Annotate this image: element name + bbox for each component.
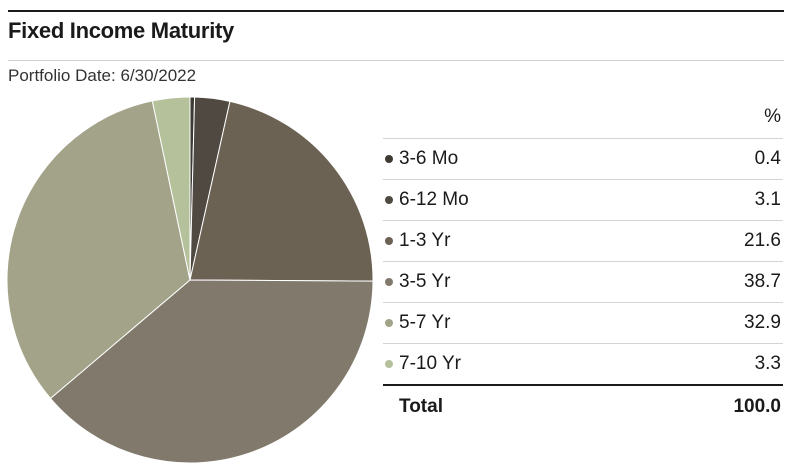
legend-row: 7-10 Yr 3.3 <box>383 343 783 384</box>
legend-dot <box>385 196 393 204</box>
legend-value: 38.7 <box>744 271 781 292</box>
pie-slice <box>189 100 374 282</box>
legend-label: 3-6 Mo <box>399 148 459 169</box>
legend-dot <box>385 319 393 327</box>
legend-row: 5-7 Yr 32.9 <box>383 302 783 343</box>
pie-slice <box>49 279 374 464</box>
legend-value: 21.6 <box>744 230 781 251</box>
chart-title: Fixed Income Maturity <box>8 18 234 43</box>
legend-row: 3-6 Mo 0.4 <box>383 138 783 179</box>
legend-value: 3.1 <box>754 189 781 210</box>
legend-rows: 3-6 Mo 0.4 6-12 Mo 3.1 1-3 Yr 21.6 3-5 Yr 38.7 5… <box>383 138 783 384</box>
legend-value: 3.3 <box>754 353 781 374</box>
legend-value: 0.4 <box>754 148 781 169</box>
portfolio-date: Portfolio Date: 6/30/2022 <box>8 66 197 85</box>
legend-total-row: Total 100.0 <box>383 384 783 428</box>
legend-dot <box>385 155 393 163</box>
pie-chart <box>6 96 374 464</box>
legend-header: % <box>383 96 783 138</box>
legend-label: 6-12 Mo <box>399 189 469 210</box>
legend-value: 32.9 <box>744 312 781 333</box>
legend-table: % 3-6 Mo 0.4 6-12 Mo 3.1 1-3 Yr 21.6 3-5 Yr 38.… <box>383 96 783 428</box>
legend-label: 3-5 Yr <box>399 271 451 292</box>
legend-label: 5-7 Yr <box>399 312 451 333</box>
legend-label: 7-10 Yr <box>399 353 461 374</box>
pie-slice <box>6 100 191 400</box>
pie-slice <box>151 96 191 281</box>
unit-header: % <box>764 106 781 127</box>
legend-dot <box>385 237 393 245</box>
legend-row: 1-3 Yr 21.6 <box>383 220 783 261</box>
legend-dot <box>385 360 393 368</box>
legend-row: 6-12 Mo 3.1 <box>383 179 783 220</box>
title-divider <box>8 60 784 61</box>
legend-dot <box>385 278 393 286</box>
total-label: Total <box>399 396 443 417</box>
top-rule <box>8 10 784 12</box>
legend-row: 3-5 Yr 38.7 <box>383 261 783 302</box>
total-value: 100.0 <box>733 396 781 417</box>
legend-label: 1-3 Yr <box>399 230 451 251</box>
